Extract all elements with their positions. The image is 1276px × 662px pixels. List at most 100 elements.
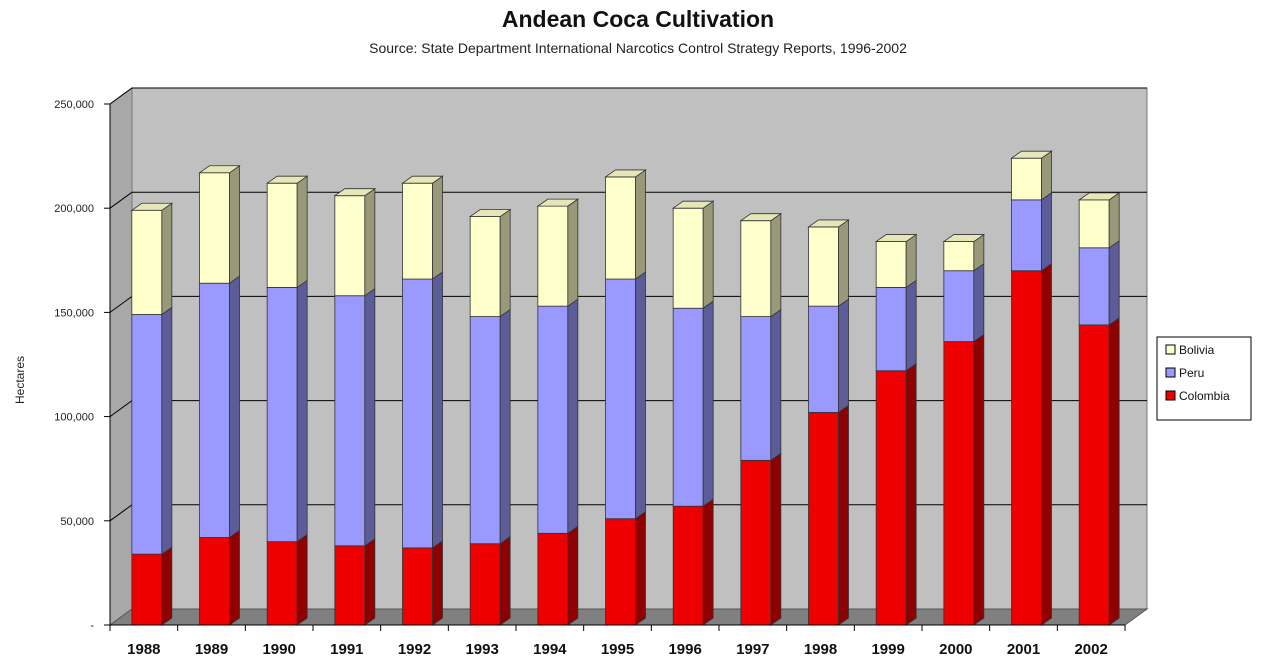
bar-segment-bolivia	[537, 205, 569, 307]
x-tick-label: 1988	[127, 641, 160, 658]
bar-segment-peru	[740, 316, 772, 461]
bar-side-peru	[364, 287, 376, 547]
bar-side-bolivia	[1108, 192, 1120, 249]
bar-top-bolivia	[807, 219, 850, 228]
x-tick-label: 2000	[939, 641, 972, 658]
bar-segment-colombia	[672, 505, 704, 626]
y-tick-label: 100,000	[54, 412, 94, 424]
bar-segment-colombia	[740, 459, 772, 626]
bar-side-colombia	[1041, 262, 1052, 626]
bar-side-colombia	[770, 452, 782, 626]
bar-stack	[874, 233, 918, 626]
bar-top-bolivia	[874, 234, 918, 242]
x-tick-label: 2001	[1007, 641, 1040, 658]
x-tick-label: 1990	[262, 641, 295, 658]
bar-side-peru	[905, 279, 917, 372]
bar-segment-peru	[672, 307, 704, 507]
bar-top-bolivia	[401, 175, 444, 184]
bar-segment-colombia	[808, 412, 839, 626]
bar-top-bolivia	[536, 198, 580, 207]
bar-stack	[536, 198, 580, 626]
bar-segment-colombia	[605, 518, 636, 626]
chart-subtitle: Source: State Department International N…	[369, 40, 907, 56]
legend-swatch-colombia	[1165, 390, 1176, 401]
bar-stack	[1077, 192, 1121, 626]
chart-bars	[130, 150, 1121, 626]
bar-stack	[1010, 150, 1053, 626]
gridline	[109, 191, 1147, 209]
bar-stack	[942, 233, 986, 626]
y-tick-label: 50,000	[60, 516, 94, 528]
bar-side-peru	[432, 271, 443, 549]
legend-label-peru: Peru	[1179, 366, 1204, 380]
bar-segment-bolivia	[199, 172, 230, 284]
chart-title: Andean Coca Cultivation	[501, 6, 775, 32]
bar-segment-colombia	[402, 547, 433, 626]
bar-side-peru	[770, 308, 782, 462]
gridline	[109, 87, 1147, 105]
bar-segment-bolivia	[672, 207, 704, 309]
bar-stack	[739, 212, 783, 626]
bar-segment-bolivia	[875, 241, 907, 288]
bar-side-bolivia	[838, 219, 849, 307]
bar-top-bolivia	[1077, 192, 1121, 201]
bar-segment-bolivia	[740, 220, 772, 317]
bar-segment-peru	[131, 314, 163, 555]
bar-side-colombia	[635, 510, 646, 626]
bar-top-bolivia	[468, 209, 512, 217]
bar-segment-colombia	[469, 543, 501, 626]
bar-stack	[401, 175, 444, 626]
bar-stack	[807, 219, 850, 626]
bar-side-colombia	[567, 525, 579, 626]
bar-side-colombia	[905, 362, 917, 626]
bar-side-bolivia	[770, 212, 782, 318]
bar-top-bolivia	[671, 200, 715, 209]
bar-side-peru	[229, 275, 240, 539]
bar-segment-bolivia	[943, 241, 975, 272]
x-tick-label: 1995	[601, 641, 634, 658]
bar-segment-colombia	[875, 370, 907, 626]
bar-side-bolivia	[364, 187, 376, 297]
bar-segment-peru	[1078, 247, 1110, 326]
bar-segment-peru	[808, 305, 839, 413]
bar-segment-bolivia	[1011, 157, 1042, 201]
bar-side-bolivia	[161, 202, 173, 316]
bar-top-bolivia	[130, 202, 174, 211]
bar-side-colombia	[838, 404, 849, 626]
bar-stack	[265, 175, 309, 626]
bar-side-peru	[499, 308, 511, 545]
legend-swatch-peru	[1165, 367, 1176, 378]
bar-stack	[468, 208, 512, 626]
bar-segment-colombia	[131, 553, 163, 626]
bar-segment-bolivia	[402, 182, 433, 280]
bar-stack	[333, 187, 377, 626]
chart-axes: - 50,000 100,000 150,000 200,000 250,000 Hecta…	[13, 99, 1126, 658]
bar-side-peru	[161, 306, 173, 555]
bar-segment-bolivia	[266, 182, 298, 288]
bar-side-peru	[973, 262, 985, 343]
legend-label-colombia: Colombia	[1179, 389, 1230, 403]
bar-side-bolivia	[229, 165, 240, 284]
bar-side-colombia	[499, 535, 511, 626]
y-tick-label: 250,000	[54, 99, 94, 111]
bar-segment-peru	[537, 305, 569, 534]
bar-side-peru	[1108, 240, 1120, 326]
bar-side-colombia	[973, 333, 985, 626]
bar-top-bolivia	[198, 165, 241, 174]
y-tick-label: 200,000	[54, 203, 94, 215]
x-tick-label: 1998	[804, 641, 837, 658]
chart-legend: Bolivia Peru Colombia	[1156, 336, 1252, 421]
x-tick-label: 1994	[533, 641, 567, 658]
bar-side-peru	[296, 279, 308, 543]
bar-side-colombia	[364, 538, 376, 626]
bar-segment-peru	[875, 286, 907, 372]
bar-side-colombia	[161, 546, 173, 626]
bar-stack	[130, 202, 174, 626]
bar-side-peru	[702, 300, 714, 507]
x-tick-label: 1999	[871, 641, 904, 658]
x-tick-label: 1996	[668, 641, 701, 658]
bar-side-bolivia	[567, 198, 579, 307]
bar-top-bolivia	[942, 234, 986, 242]
bar-segment-peru	[469, 316, 501, 545]
bar-top-bolivia	[333, 188, 377, 197]
